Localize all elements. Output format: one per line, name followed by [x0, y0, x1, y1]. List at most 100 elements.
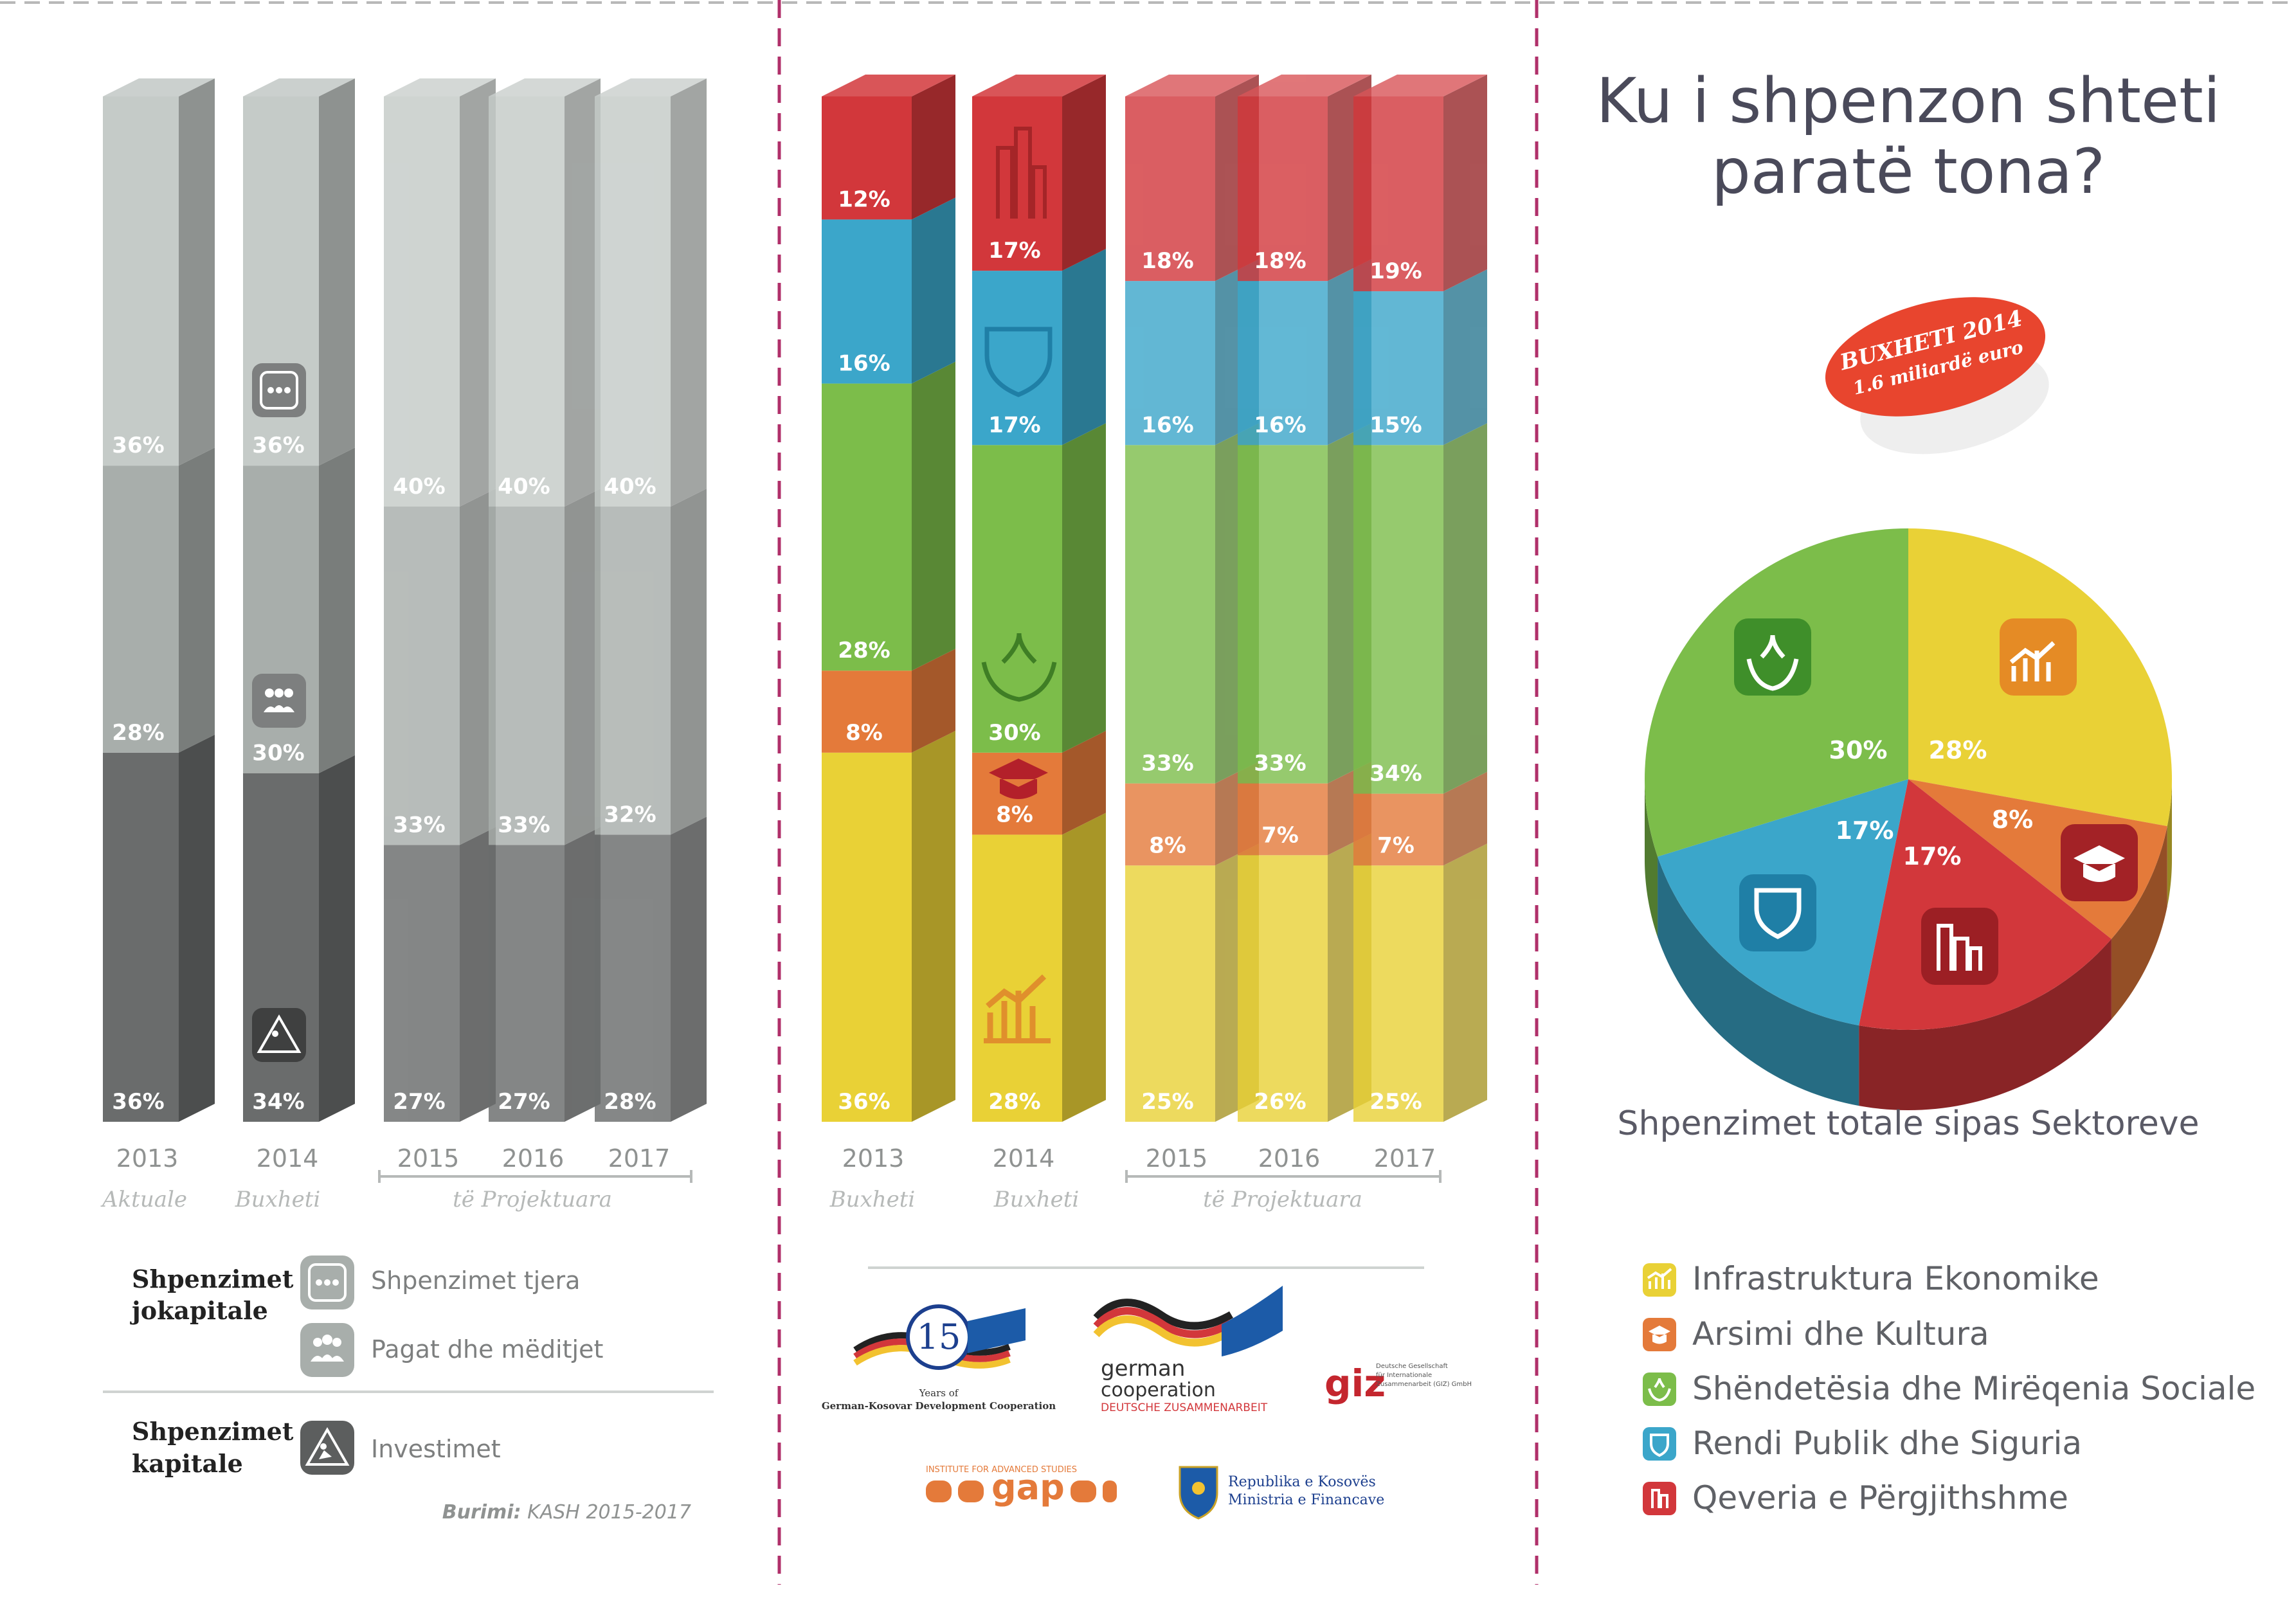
- value-label: 8%: [845, 720, 883, 746]
- legend-item-pagat: Pagat dhe mëditjet: [371, 1335, 603, 1364]
- giz-text-3: Zusammenarbeit (GIZ) GmbH: [1376, 1381, 1472, 1388]
- bar-2014: [972, 75, 1106, 1122]
- shield-icon: [984, 327, 1053, 397]
- bar-top-face: [972, 75, 1106, 96]
- graduation-cap-icon: [989, 759, 1048, 799]
- bar-2014: [243, 78, 355, 1122]
- pie-value-label: 17%: [1903, 842, 1962, 870]
- value-label: 16%: [838, 351, 890, 377]
- bar-top-face: [595, 78, 707, 96]
- bar-2017: [595, 78, 707, 1122]
- value-label: 32%: [604, 802, 656, 827]
- value-label: 30%: [988, 720, 1040, 746]
- legend-entry-infrastruktura: Infrastruktura Ekonomike: [1643, 1260, 2099, 1297]
- grey-year-label: 2017: [608, 1144, 671, 1173]
- legend-entry-qeveria: Qeveria e Përgjithshme: [1643, 1479, 2068, 1516]
- grey-chart-notes: Aktuale Buxheti të Projektuara: [100, 1187, 612, 1212]
- giz-logo: giz Deutsche Gesellschaft für Internatio…: [1324, 1362, 1472, 1405]
- note-projektuara: të Projektuara: [453, 1187, 612, 1212]
- bar-segment: [384, 827, 496, 1122]
- bar-segment: [595, 816, 707, 1122]
- building-icon: [1921, 908, 1998, 985]
- legend-label: Qeveria e Përgjithshme: [1692, 1479, 2068, 1516]
- bar-2015: [384, 78, 496, 1122]
- bar-segment: [1353, 771, 1487, 866]
- value-label: 12%: [838, 186, 890, 212]
- construction-icon: [300, 1421, 354, 1475]
- bar-top-face: [103, 78, 215, 96]
- people-icon: [252, 674, 306, 728]
- bar-segment: [1238, 423, 1371, 784]
- bar-segment: [103, 734, 215, 1122]
- value-label: 40%: [498, 474, 550, 500]
- bar-top-face: [243, 78, 355, 96]
- note-buxheti-2014: Buxheti: [235, 1187, 321, 1212]
- bar-segment: [103, 447, 215, 753]
- value-label: 28%: [838, 638, 890, 663]
- bar-segment: [489, 78, 601, 507]
- bar-segment: [595, 78, 707, 507]
- title: Ku i shpenzon shteti paratë tona?: [1596, 65, 2221, 208]
- legend-entry-arsimi: Arsimi dhe Kultura: [1643, 1315, 1989, 1353]
- sector-chart-x-axis: 2013 2014 2015 2016 2017: [842, 1144, 1436, 1173]
- legend-group-subtitle: kapitale: [132, 1449, 243, 1478]
- bar-2013: [103, 78, 215, 1122]
- bar-segment: [1125, 75, 1259, 282]
- anniversary-logo: 15 Years of German-Kosovar Development C…: [822, 1304, 1056, 1412]
- legend-item-investimet: Investimet: [371, 1435, 501, 1463]
- pie-value-label: 30%: [1829, 736, 1888, 764]
- sector-year-label: 2014: [993, 1144, 1055, 1173]
- sector-year-label: 2015: [1146, 1144, 1208, 1173]
- ministry-text-1: Republika e Kosovës: [1228, 1474, 1376, 1490]
- value-label: 25%: [1141, 1089, 1193, 1115]
- sector-stacked-bar-chart: 36% 8% 28% 16% 12% 28% 8% 30% 17% 17% 25% 8% 33% 16% 1…: [822, 75, 1487, 1122]
- value-label: 28%: [112, 720, 164, 746]
- value-label: 18%: [1141, 248, 1193, 274]
- bar-segment: [489, 827, 601, 1122]
- grey-year-label: 2013: [116, 1144, 179, 1173]
- gap-institute-logo: INSTITUTE FOR ADVANCED STUDIES gap: [926, 1465, 1117, 1508]
- bar-segment: [972, 813, 1106, 1122]
- legend-label: Rendi Publik dhe Siguria: [1692, 1425, 2082, 1462]
- bar-segment: [1238, 833, 1371, 1122]
- bar-top-face: [489, 78, 601, 96]
- giz-text-1: Deutsche Gesellschaft: [1376, 1363, 1448, 1370]
- grey-projection-bracket: [378, 1170, 692, 1183]
- hands-leaf-icon: [1734, 618, 1811, 696]
- sector-pie-chart: 28% 8% 17% 17% 30%: [1645, 528, 2172, 1110]
- bar-top-face: [1238, 75, 1371, 96]
- sector-year-label: 2017: [1374, 1144, 1436, 1173]
- hands-leaf-icon: [1643, 1372, 1676, 1406]
- value-label: 27%: [393, 1089, 445, 1115]
- chart-up-icon: [984, 974, 1051, 1043]
- budget-sticker: BUXHETI 2014 1.6 miliardë euro: [1825, 297, 2049, 455]
- value-label: 33%: [1254, 751, 1306, 777]
- note-projektuara: të Projektuara: [1203, 1187, 1362, 1212]
- giz-text-2: für Internationale: [1376, 1372, 1432, 1379]
- legend-group-subtitle: jokapitale: [130, 1296, 268, 1325]
- bar-segment: [384, 78, 496, 507]
- dots-icon: [252, 363, 306, 417]
- pie-title: Shpenzimet totale sipas Sektoreve: [1618, 1104, 2200, 1143]
- pie-side-wall: [2167, 779, 2172, 907]
- hands-leaf-icon: [981, 633, 1057, 702]
- source-label: Burimi:: [442, 1501, 521, 1524]
- german-text-1: german: [1101, 1356, 1185, 1382]
- bar-segment: [1353, 75, 1487, 292]
- grey-legend: Shpenzimet jokapitale Shpenzimet tjera P…: [103, 1256, 714, 1524]
- grey-year-label: 2016: [502, 1144, 565, 1173]
- value-label: 33%: [498, 812, 550, 838]
- value-label: 30%: [252, 741, 304, 766]
- bar-top-face: [1353, 75, 1487, 96]
- note-aktuale: Aktuale: [100, 1187, 187, 1212]
- title-line-2: paratë tona?: [1712, 136, 2105, 208]
- bar-2017: [1353, 75, 1487, 1122]
- bar-top-face: [384, 78, 496, 96]
- gap-top-text: INSTITUTE FOR ADVANCED STUDIES: [926, 1465, 1077, 1475]
- value-label: 16%: [1254, 412, 1306, 438]
- value-label: 40%: [604, 474, 656, 500]
- pie-side-wall: [2111, 826, 2167, 1020]
- value-label: 28%: [988, 1089, 1040, 1115]
- source-text: KASH 2015-2017: [527, 1501, 691, 1524]
